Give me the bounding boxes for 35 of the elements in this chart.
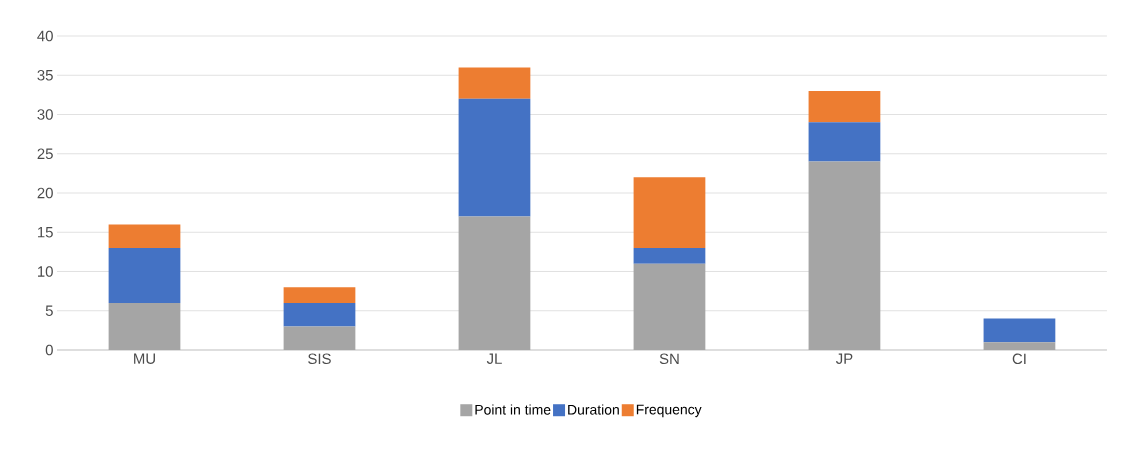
- bar: [633, 177, 706, 248]
- y-tick-label: 40: [37, 30, 53, 42]
- legend-label: Frequency: [636, 404, 702, 418]
- x-tick-label: JL: [486, 353, 502, 364]
- bar: [983, 342, 1056, 350]
- y-tick-label: 30: [37, 109, 53, 120]
- bar: [283, 326, 356, 350]
- bar: [808, 90, 881, 123]
- bar: [458, 216, 531, 350]
- legend-label: Duration: [568, 404, 619, 415]
- bar: [283, 287, 356, 303]
- x-tick-label: CI: [1012, 353, 1026, 365]
- y-tick-label: 20: [37, 187, 53, 199]
- y-tick-label: 15: [38, 227, 53, 238]
- bar: [458, 67, 531, 99]
- bar: [808, 161, 881, 350]
- bar: [633, 247, 706, 264]
- y-tick-label: 10: [38, 266, 53, 277]
- bar: [633, 263, 706, 350]
- y-tick-label: 5: [45, 305, 53, 316]
- legend-label: Point in time: [475, 404, 551, 415]
- bar: [108, 224, 181, 248]
- x-tick-label: SN: [659, 353, 679, 365]
- y-tick-label: 0: [45, 344, 53, 356]
- x-tick-label: JP: [835, 353, 853, 364]
- x-tick-label: MU: [134, 353, 155, 364]
- bar: [808, 122, 881, 162]
- x-tick-label: SIS: [308, 353, 331, 365]
- bar: [108, 247, 181, 303]
- bar: [458, 98, 531, 217]
- y-tick-label: 35: [37, 69, 53, 81]
- bar: [108, 302, 181, 350]
- bar: [283, 302, 356, 327]
- bar: [983, 318, 1056, 343]
- y-tick-label: 25: [37, 148, 53, 160]
